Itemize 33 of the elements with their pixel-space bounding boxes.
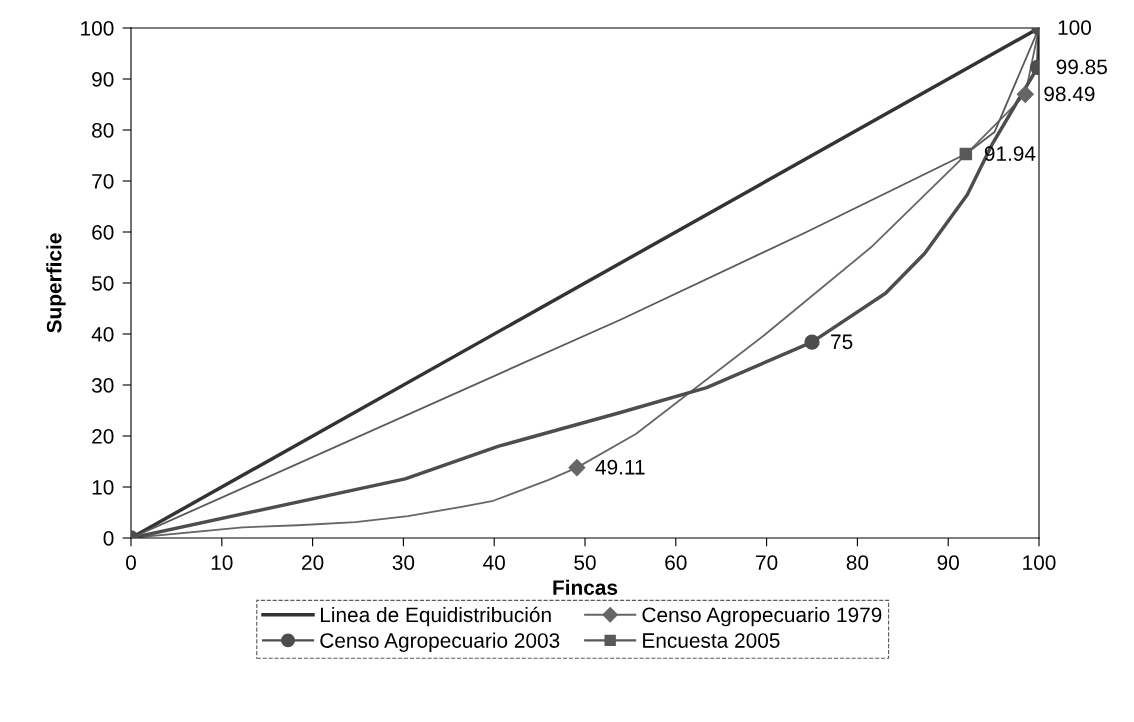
legend-label: Censo Agropecuario 2003 — [320, 632, 560, 652]
x-tick-label: 80 — [846, 555, 869, 570]
x-tick-label: 10 — [211, 555, 233, 570]
legend-label: Linea de Equidistribución — [320, 606, 551, 627]
annotation: 75 — [831, 334, 853, 350]
y-tick-label: 20 — [92, 429, 114, 444]
annotation: 100 — [1058, 20, 1091, 35]
y-tick-label: 60 — [92, 225, 114, 240]
x-axis-title: Fincas — [553, 579, 618, 595]
x-tick-label: 30 — [392, 555, 415, 570]
y-tick-label: 30 — [91, 378, 114, 393]
y-tick-label: 40 — [91, 327, 114, 342]
annotation: 49.11 — [595, 459, 645, 475]
y-tick-label: 80 — [92, 123, 114, 138]
legend-label: Censo Agropecuario 1979 — [642, 606, 882, 627]
y-tick-label: 100 — [81, 21, 114, 36]
y-tick-label: 50 — [92, 276, 114, 291]
legend-label: Encuesta 2005 — [643, 633, 780, 648]
x-tick-label: 60 — [665, 555, 687, 570]
y-tick-label: 10 — [92, 480, 114, 495]
y-tick-label: 0 — [103, 531, 114, 546]
y-tick-label: 70 — [92, 174, 114, 189]
x-tick-label: 20 — [302, 555, 324, 570]
annotation: 99.85 — [1056, 59, 1107, 75]
y-tick-label: 90 — [92, 72, 114, 87]
x-tick-label: 0 — [126, 555, 136, 570]
annotation: 98.49 — [1044, 86, 1095, 102]
x-tick-label: 90 — [937, 555, 959, 570]
x-tick-label: 50 — [574, 555, 596, 570]
x-tick-label: 40 — [483, 555, 505, 570]
y-axis-title: Superficie — [46, 233, 66, 333]
x-tick-label: 70 — [756, 555, 778, 570]
x-tick-label: 100 — [1023, 555, 1056, 570]
